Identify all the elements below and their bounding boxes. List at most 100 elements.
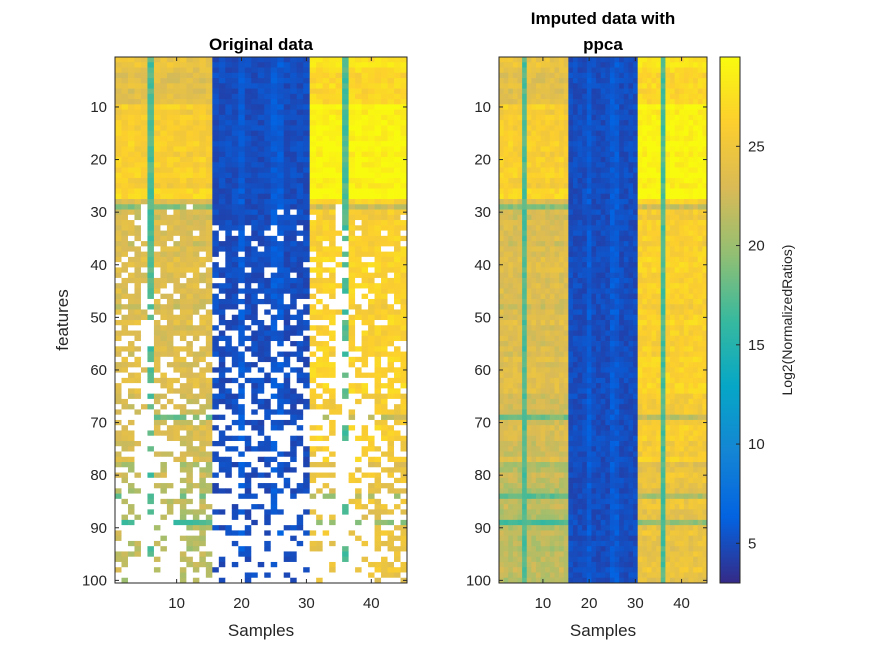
original-data-cell xyxy=(355,383,362,389)
imputed-data-cell xyxy=(522,83,528,89)
original-data-cell xyxy=(192,88,200,95)
original-data-cell xyxy=(251,325,259,331)
imputed-data-cell xyxy=(646,67,652,74)
original-data-cell xyxy=(368,188,375,195)
original-data-cell xyxy=(342,356,349,363)
original-data-cell xyxy=(381,446,388,452)
original-data-cell xyxy=(394,304,401,310)
original-data-cell xyxy=(283,551,291,558)
original-data-cell xyxy=(316,67,324,74)
original-data-cell xyxy=(225,188,233,195)
original-data-cell xyxy=(264,62,272,68)
original-data-cell xyxy=(225,246,233,253)
original-data-cell xyxy=(400,188,408,195)
original-data-cell xyxy=(212,572,220,579)
original-data-cell xyxy=(147,57,155,63)
imputed-data-cell xyxy=(628,93,634,100)
original-data-cell xyxy=(127,419,135,426)
original-data-cell xyxy=(374,262,382,268)
original-data-cell xyxy=(329,183,337,189)
imputed-data-cell xyxy=(517,93,523,100)
original-data-cell xyxy=(225,341,233,347)
original-data-cell xyxy=(160,125,168,132)
original-data-cell xyxy=(322,267,330,274)
original-data-cell xyxy=(400,67,408,74)
original-data-cell xyxy=(121,78,129,84)
original-data-cell xyxy=(218,440,226,447)
original-data-cell xyxy=(290,256,298,263)
original-data-cell xyxy=(205,498,213,505)
original-data-cell xyxy=(140,362,148,368)
original-data-cell xyxy=(303,346,311,352)
original-data-cell xyxy=(231,283,239,289)
original-data-cell xyxy=(355,188,362,195)
original-data-cell xyxy=(329,577,337,584)
original-data-cell xyxy=(231,561,239,568)
original-data-cell xyxy=(374,488,382,494)
original-data-cell xyxy=(355,488,362,494)
original-data-cell xyxy=(173,67,181,74)
original-data-cell xyxy=(127,204,135,210)
original-data-cell xyxy=(115,230,122,237)
original-data-cell xyxy=(296,440,304,447)
original-data-cell xyxy=(179,467,187,473)
original-data-cell xyxy=(134,551,142,558)
original-data-cell xyxy=(186,367,194,373)
original-data-cell xyxy=(277,320,285,326)
original-data-cell xyxy=(179,314,187,321)
original-data-cell xyxy=(283,367,291,373)
original-data-cell xyxy=(179,404,187,410)
original-data-cell xyxy=(225,440,233,447)
original-data-cell xyxy=(192,451,200,458)
original-data-cell xyxy=(270,456,278,463)
original-data-cell xyxy=(134,199,142,205)
original-data-cell xyxy=(127,377,135,384)
original-data-cell xyxy=(394,109,401,116)
original-data-cell xyxy=(309,120,317,126)
original-data-cell xyxy=(303,509,311,516)
original-data-cell xyxy=(244,109,252,116)
imputed-data-cell xyxy=(702,67,708,74)
original-data-cell xyxy=(192,462,200,468)
original-data-cell xyxy=(238,88,246,95)
original-data-cell xyxy=(290,283,298,289)
original-data-cell xyxy=(296,314,304,321)
original-data-cell xyxy=(400,114,408,121)
original-data-cell xyxy=(348,67,356,74)
original-data-cell xyxy=(231,498,239,505)
original-data-cell xyxy=(173,393,181,400)
original-data-cell xyxy=(374,398,382,405)
original-data-cell xyxy=(225,277,233,284)
original-data-cell xyxy=(147,335,155,342)
imputed-data-cell xyxy=(526,83,532,89)
original-data-cell xyxy=(361,193,369,200)
original-data-cell xyxy=(290,267,298,274)
original-data-cell xyxy=(342,256,349,263)
imputed-data-cell xyxy=(554,78,560,84)
original-data-cell xyxy=(179,430,187,437)
original-data-cell xyxy=(225,288,233,295)
original-data-cell xyxy=(115,183,122,189)
original-data-cell xyxy=(264,241,272,247)
original-data-cell xyxy=(134,377,142,384)
original-data-cell xyxy=(127,57,135,63)
imputed-data-cell xyxy=(683,57,689,63)
original-data-cell xyxy=(342,351,349,358)
original-data-cell xyxy=(283,230,291,237)
original-data-cell xyxy=(335,435,343,442)
original-data-cell xyxy=(322,335,330,342)
original-data-cell xyxy=(134,367,142,373)
original-data-cell xyxy=(348,425,356,431)
original-data-cell xyxy=(277,262,285,268)
original-data-cell xyxy=(134,398,142,405)
original-data-cell xyxy=(115,246,122,253)
original-data-cell xyxy=(147,462,155,468)
original-data-cell xyxy=(166,519,174,526)
original-data-cell xyxy=(257,414,265,421)
original-data-cell xyxy=(199,414,207,421)
original-data-cell xyxy=(231,514,239,521)
original-data-cell xyxy=(355,462,362,468)
original-data-cell xyxy=(166,456,174,463)
original-data-cell xyxy=(303,67,311,74)
original-data-cell xyxy=(387,572,395,579)
